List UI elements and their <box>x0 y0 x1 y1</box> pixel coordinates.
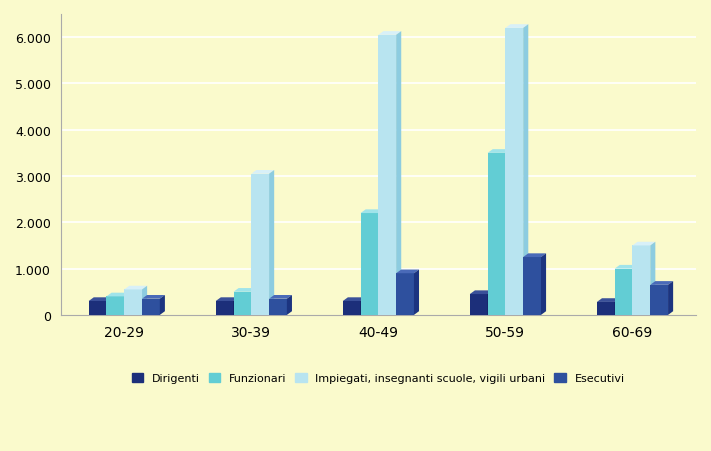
Polygon shape <box>488 153 506 315</box>
Polygon shape <box>396 274 414 315</box>
Polygon shape <box>470 291 493 295</box>
Polygon shape <box>142 295 165 299</box>
Polygon shape <box>269 295 292 299</box>
Polygon shape <box>523 258 541 315</box>
Polygon shape <box>269 299 287 315</box>
Polygon shape <box>597 299 620 302</box>
Polygon shape <box>233 292 251 315</box>
Polygon shape <box>142 299 160 315</box>
Polygon shape <box>160 295 165 315</box>
Polygon shape <box>615 265 638 269</box>
Polygon shape <box>651 242 656 315</box>
Polygon shape <box>668 281 673 315</box>
Polygon shape <box>378 210 383 315</box>
Polygon shape <box>251 170 274 175</box>
Polygon shape <box>215 298 239 301</box>
Polygon shape <box>523 254 546 258</box>
Polygon shape <box>651 281 673 285</box>
Polygon shape <box>215 301 233 315</box>
Polygon shape <box>523 25 528 315</box>
Polygon shape <box>269 170 274 315</box>
Polygon shape <box>233 298 239 315</box>
Polygon shape <box>633 246 651 315</box>
Legend: Dirigenti, Funzionari, Impiegati, insegnanti scuole, vigili urbani, Esecutivi: Dirigenti, Funzionari, Impiegati, insegn… <box>128 369 629 388</box>
Polygon shape <box>506 29 523 315</box>
Polygon shape <box>233 289 257 292</box>
Polygon shape <box>506 150 510 315</box>
Polygon shape <box>396 270 419 274</box>
Polygon shape <box>633 265 638 315</box>
Polygon shape <box>107 297 124 315</box>
Polygon shape <box>414 270 419 315</box>
Polygon shape <box>360 298 365 315</box>
Polygon shape <box>343 298 365 301</box>
Polygon shape <box>488 150 510 153</box>
Polygon shape <box>124 290 142 315</box>
Polygon shape <box>651 285 668 315</box>
Polygon shape <box>360 214 378 315</box>
Polygon shape <box>615 299 620 315</box>
Polygon shape <box>251 289 257 315</box>
Polygon shape <box>378 32 401 36</box>
Polygon shape <box>251 175 269 315</box>
Polygon shape <box>89 301 107 315</box>
Polygon shape <box>287 295 292 315</box>
Polygon shape <box>124 286 147 290</box>
Polygon shape <box>506 25 528 29</box>
Polygon shape <box>470 295 488 315</box>
Polygon shape <box>142 286 147 315</box>
Polygon shape <box>541 254 546 315</box>
Polygon shape <box>89 298 112 301</box>
Polygon shape <box>396 32 401 315</box>
Polygon shape <box>597 302 615 315</box>
Polygon shape <box>633 242 656 246</box>
Polygon shape <box>124 293 129 315</box>
Polygon shape <box>360 210 383 214</box>
Polygon shape <box>488 291 493 315</box>
Polygon shape <box>343 301 360 315</box>
Polygon shape <box>107 298 112 315</box>
Polygon shape <box>107 293 129 297</box>
Polygon shape <box>615 269 633 315</box>
Polygon shape <box>378 36 396 315</box>
